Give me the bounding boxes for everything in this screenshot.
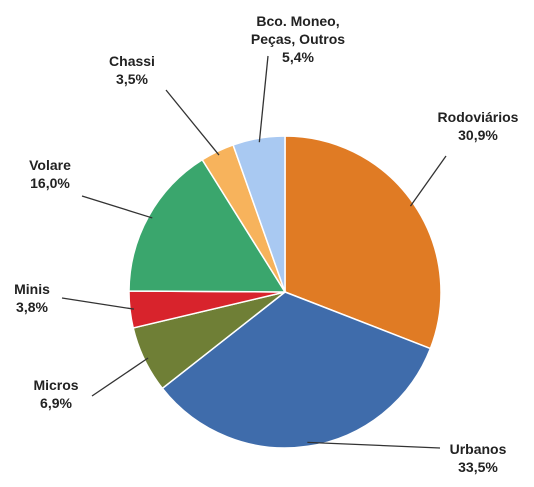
value-label: 3,8% bbox=[16, 299, 48, 315]
slice-label: Minis 3,8% bbox=[14, 280, 50, 316]
category-label: Bco. Moneo, Peças, Outros bbox=[250, 13, 346, 47]
value-label: 33,5% bbox=[458, 459, 498, 475]
slice-label: Rodoviários 30,9% bbox=[438, 108, 519, 144]
value-label: 30,9% bbox=[458, 127, 498, 143]
slice-label: Chassi 3,5% bbox=[109, 52, 155, 88]
pie-slice bbox=[128, 158, 287, 293]
leader-line bbox=[307, 441, 441, 449]
slice-label: Micros 6,9% bbox=[33, 376, 78, 412]
category-label: Urbanos bbox=[449, 441, 507, 457]
pie-slice bbox=[161, 291, 432, 449]
leader-line bbox=[81, 195, 153, 219]
pie-slice bbox=[284, 135, 442, 350]
category-label: Micros bbox=[33, 377, 79, 393]
category-label: Rodoviários bbox=[437, 109, 519, 125]
leader-line bbox=[91, 357, 149, 397]
value-label: 5,4% bbox=[282, 49, 314, 65]
value-label: 16,0% bbox=[30, 175, 70, 191]
pie-slice bbox=[232, 135, 286, 293]
leader-line bbox=[61, 297, 135, 310]
leader-line bbox=[165, 89, 220, 156]
slice-label: Volare 16,0% bbox=[29, 156, 71, 192]
category-label: Volare bbox=[29, 157, 71, 173]
value-label: 3,5% bbox=[116, 71, 148, 87]
slice-label: Urbanos 33,5% bbox=[450, 440, 507, 476]
leader-line bbox=[258, 55, 269, 143]
category-label: Minis bbox=[14, 281, 50, 297]
value-label: 6,9% bbox=[40, 395, 72, 411]
category-label: Chassi bbox=[109, 53, 155, 69]
leader-line bbox=[409, 155, 447, 207]
slice-label: Bco. Moneo, Peças, Outros 5,4% bbox=[239, 12, 357, 66]
